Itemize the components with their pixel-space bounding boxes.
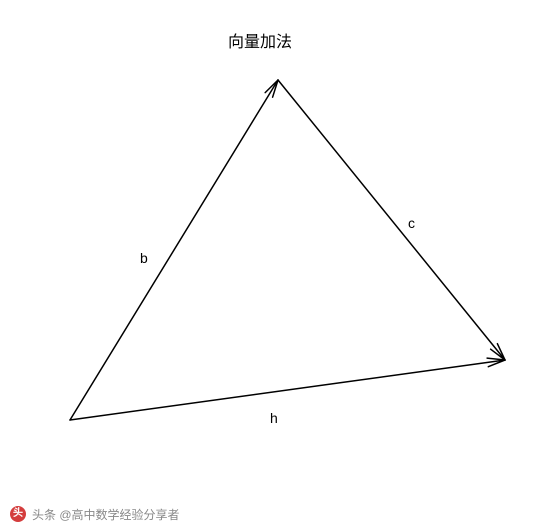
toutiao-logo-icon: 头 xyxy=(10,506,26,522)
diagram-title: 向量加法 xyxy=(228,28,292,52)
attribution-footer: 头 头条 @高中数学经验分享者 xyxy=(0,500,554,528)
attribution-text: 头条 @高中数学经验分享者 xyxy=(32,506,180,523)
vector-diagram xyxy=(0,0,554,528)
vector-label-b: b xyxy=(140,250,148,266)
vector-label-h: h xyxy=(270,410,278,426)
vector-label-c: c xyxy=(408,215,415,231)
